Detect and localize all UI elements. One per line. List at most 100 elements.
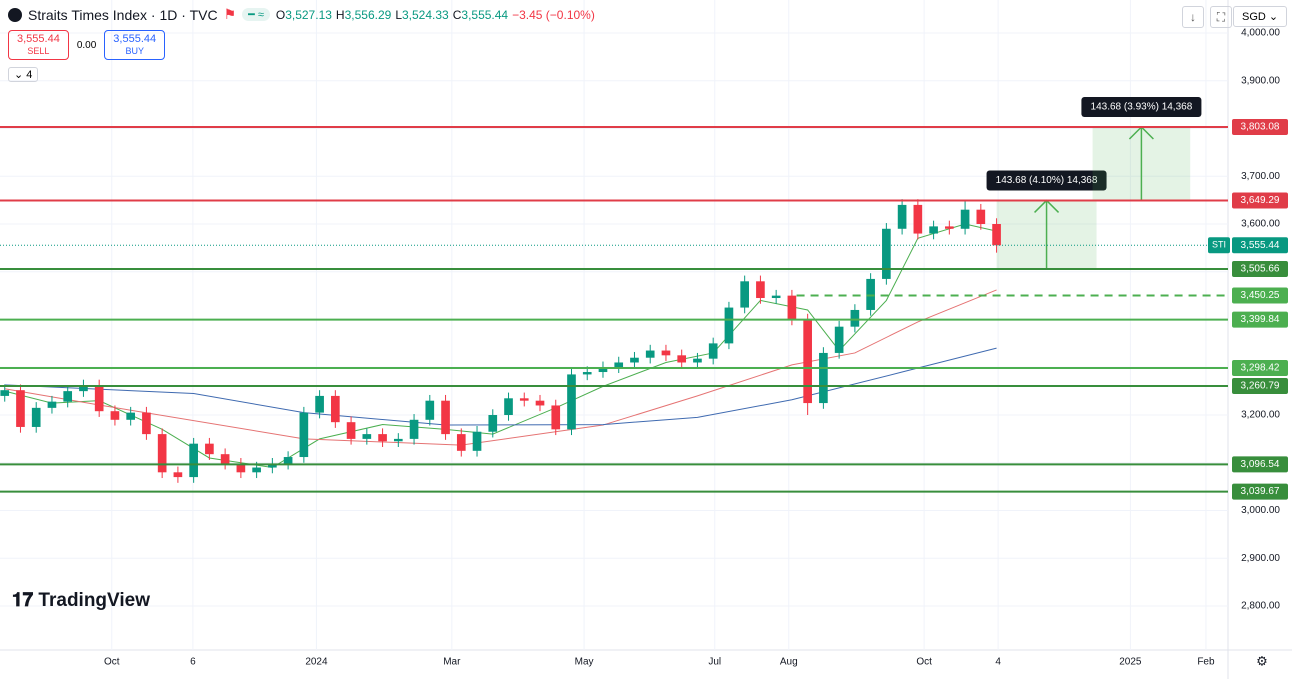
projection-label-box: [986, 170, 1107, 191]
x-tick-label: 2025: [1119, 657, 1142, 668]
spread: 0.00: [76, 39, 97, 51]
moving-average-line: [4, 223, 997, 469]
level-label-box: [1232, 192, 1288, 209]
candle-body: [850, 309, 860, 327]
settings-icon[interactable]: ⚙: [1256, 653, 1268, 668]
candle-body: [882, 228, 891, 279]
level-label: 3,803.08: [1241, 122, 1280, 133]
candle-body: [519, 398, 529, 401]
candle-body: [252, 467, 261, 473]
x-tick-label: 6: [190, 657, 196, 668]
candle-body: [173, 472, 183, 478]
sell-label: SELL: [27, 46, 50, 56]
ohlc-value: 3,555.44: [461, 7, 509, 22]
level-label-box: [1232, 377, 1288, 394]
fullscreen-button[interactable]: ⛶: [1210, 6, 1232, 28]
ohlc: O3,527.13 H3,556.29 L3,524.33 C3,555.44 …: [276, 8, 595, 22]
candle-body: [992, 224, 1001, 246]
y-tick-label: 3,700.00: [1241, 171, 1280, 182]
header: Straits Times Index · 1D · TVC ⚑ ━ ≈ O3,…: [8, 6, 595, 23]
projection-label-text: 143.68 (4.10%) 14,368: [996, 175, 1098, 186]
x-tick-label: 4: [995, 657, 1001, 668]
ohlc-value: 3,524.33: [402, 7, 449, 22]
currency-select[interactable]: SGD ⌄: [1233, 6, 1288, 27]
logo: 𝟏𝟕 TradingView: [12, 590, 150, 611]
candle-body: [803, 319, 812, 404]
candle-body: [110, 411, 120, 420]
candle-body: [362, 434, 372, 439]
candle-body: [740, 281, 750, 308]
indicators-toggle[interactable]: ⌄ 4: [8, 67, 39, 82]
level-label-box: [1232, 119, 1288, 136]
y-tick-label: 4,000.00: [1241, 28, 1280, 39]
level-label: 3,260.79: [1241, 381, 1280, 392]
indicator-count: 4: [26, 69, 33, 81]
candle-body: [315, 395, 324, 413]
candle-body: [220, 454, 230, 464]
candle-body: [945, 226, 954, 229]
x-tick-label: Aug: [780, 657, 798, 668]
ohlc-key: H: [335, 7, 345, 22]
candle-body: [551, 405, 561, 430]
compare-pill[interactable]: ━ ≈: [242, 8, 270, 21]
level-label-box: [1232, 483, 1288, 500]
projection-label-box: [1081, 97, 1202, 118]
x-tick-label: Oct: [104, 657, 120, 668]
candle-body: [378, 434, 387, 442]
x-tick-label: Jul: [708, 657, 721, 668]
candle-body: [189, 443, 198, 478]
currency: SGD: [1242, 11, 1266, 23]
level-label-box: [1232, 456, 1288, 473]
symbol[interactable]: Straits Times Index · 1D · TVC: [28, 6, 218, 23]
ohlc-key: C: [452, 7, 462, 22]
candle-body: [756, 281, 765, 299]
candle-body: [834, 326, 844, 353]
download-button[interactable]: ↓: [1182, 6, 1204, 28]
y-tick-label: 3,600.00: [1241, 219, 1280, 230]
candle-body: [614, 362, 624, 368]
candle-body: [63, 391, 73, 402]
level-label-box: [1232, 287, 1288, 304]
projection-label-text: 143.68 (3.93%) 14,368: [1091, 102, 1193, 113]
candle-body: [142, 412, 151, 435]
symbol-tag-box: [1208, 237, 1230, 254]
flag-icon[interactable]: ⚑: [223, 6, 237, 22]
candle-body: [897, 204, 907, 229]
candle-body: [299, 412, 309, 458]
candle-body: [661, 350, 671, 356]
candle-body: [47, 401, 57, 408]
candle-body: [393, 438, 403, 442]
x-tick-label: May: [575, 657, 594, 668]
symbol-tag: STI: [1212, 240, 1226, 250]
candle-body: [79, 385, 88, 392]
candle-body: [787, 295, 797, 320]
candle-body: [630, 357, 639, 363]
sell-price: 3,555.44: [17, 33, 60, 45]
ohlc-value: 3,527.13: [285, 7, 332, 22]
candle-body: [331, 395, 340, 423]
x-tick-label: 2024: [305, 657, 328, 668]
candle-body: [157, 434, 167, 473]
candle-body: [929, 226, 938, 234]
sell-button[interactable]: 3,555.44 SELL: [8, 30, 69, 60]
y-tick-label: 3,900.00: [1241, 75, 1280, 86]
ohlc-value: 3,556.29: [344, 7, 392, 22]
x-tick-label: Mar: [443, 657, 461, 668]
candle-body: [456, 434, 466, 451]
candle-body: [693, 358, 702, 363]
level-label: 3,649.29: [1241, 195, 1280, 206]
candle-body: [31, 407, 41, 427]
buy-button[interactable]: 3,555.44 BUY: [104, 30, 166, 60]
moving-average-line: [4, 289, 997, 446]
last-price-box: [1232, 237, 1288, 254]
candle-body: [205, 443, 214, 455]
ohlc-key: L: [395, 7, 402, 22]
projection-label: 143.68 (3.93%) 14,368: [1081, 97, 1202, 118]
level-label-box: [1232, 261, 1288, 278]
last-price-label: 3,555.44: [1241, 240, 1280, 251]
trade-panel: 3,555.44 SELL 0.00 3,555.44 BUY: [8, 30, 166, 60]
toolbar: ↓ ⛶: [1182, 6, 1232, 28]
candle-body: [771, 295, 781, 299]
moving-average-line: [4, 347, 997, 426]
